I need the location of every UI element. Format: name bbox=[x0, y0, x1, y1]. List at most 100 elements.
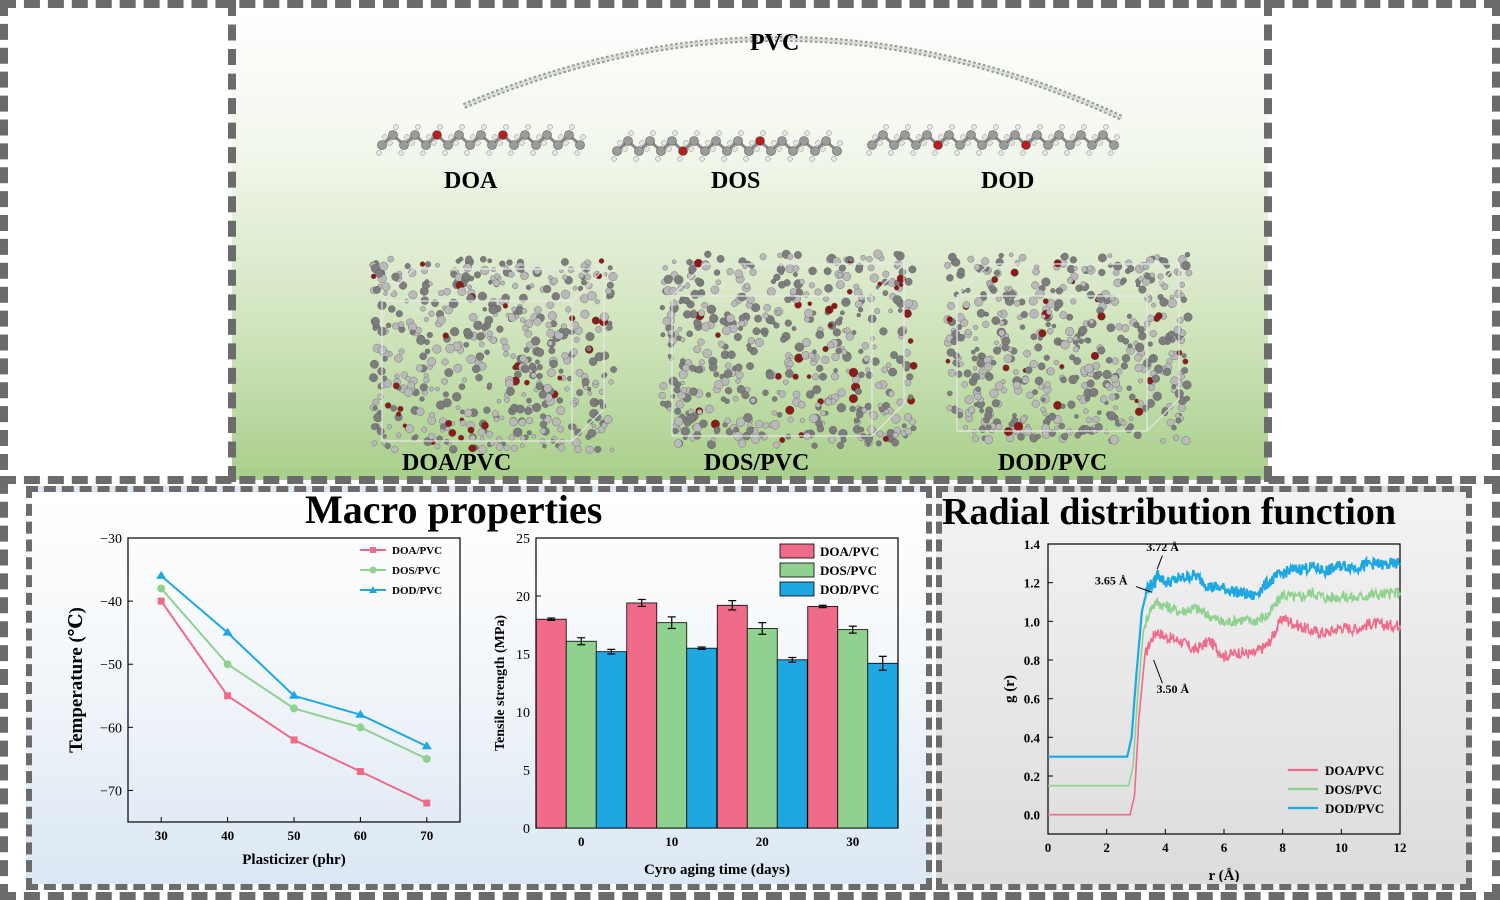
atom bbox=[1097, 410, 1102, 415]
atom bbox=[524, 330, 533, 338]
atom bbox=[1066, 313, 1074, 321]
atom bbox=[787, 416, 794, 423]
oxygen-atom bbox=[498, 130, 508, 140]
atom bbox=[539, 427, 546, 435]
y-tick-label: 0.0 bbox=[1024, 808, 1040, 823]
atom bbox=[490, 275, 496, 281]
atom bbox=[898, 268, 906, 276]
atom bbox=[477, 291, 487, 301]
atom bbox=[1020, 311, 1028, 319]
atom bbox=[678, 299, 684, 305]
atom bbox=[658, 391, 666, 400]
atom bbox=[562, 274, 568, 281]
oxygen-atom bbox=[933, 140, 943, 150]
atom bbox=[825, 398, 833, 406]
atom bbox=[504, 397, 510, 403]
atom bbox=[674, 439, 683, 448]
atom bbox=[831, 372, 839, 381]
atom bbox=[540, 413, 547, 420]
y-tick-label: −30 bbox=[100, 532, 122, 547]
atom bbox=[698, 359, 705, 366]
atom bbox=[577, 285, 584, 292]
oxygen-atom bbox=[991, 276, 999, 283]
carbon-atom bbox=[410, 130, 420, 140]
atom bbox=[704, 250, 712, 258]
section-divider bbox=[0, 476, 1500, 484]
atom bbox=[1149, 330, 1157, 338]
atom bbox=[404, 263, 411, 270]
carbon-atom bbox=[777, 136, 787, 146]
atom bbox=[484, 315, 494, 325]
atom bbox=[789, 288, 797, 296]
atom bbox=[509, 417, 518, 427]
atom bbox=[450, 327, 460, 337]
atom bbox=[419, 383, 428, 392]
molecule-label-dos: DOS bbox=[711, 168, 761, 194]
rdf-line-chart: 0 2 4 6 8 10 12 0.0 0.2 0.4 0.6 0.8 1.0 1.2 1.4 r (Å) g … bbox=[1002, 537, 1407, 882]
carbon-atom bbox=[421, 140, 431, 150]
atom bbox=[841, 297, 851, 307]
atom bbox=[771, 396, 778, 402]
atom bbox=[840, 310, 845, 316]
atom bbox=[547, 311, 557, 321]
carbon-atom bbox=[1065, 140, 1075, 150]
atom bbox=[585, 282, 593, 290]
hydrogen-atom bbox=[530, 150, 536, 156]
atom bbox=[1008, 421, 1015, 428]
rdf-panel bbox=[936, 486, 1472, 890]
atom bbox=[848, 257, 854, 263]
carbon-atom bbox=[700, 146, 710, 156]
atom bbox=[856, 410, 864, 419]
hydrogen-atom bbox=[1064, 150, 1070, 156]
atom bbox=[545, 321, 553, 329]
atom bbox=[1001, 387, 1008, 394]
atom bbox=[778, 269, 785, 275]
atom bbox=[680, 337, 686, 343]
carbon-atom bbox=[988, 130, 998, 140]
atom bbox=[946, 274, 954, 282]
atom bbox=[863, 355, 871, 363]
atom bbox=[530, 372, 537, 379]
carbon-atom bbox=[977, 140, 987, 150]
atom bbox=[762, 331, 768, 338]
atom bbox=[784, 319, 792, 327]
atom bbox=[828, 426, 838, 435]
atom bbox=[809, 413, 819, 423]
hydrogen-atom bbox=[754, 146, 760, 152]
atom bbox=[957, 267, 965, 275]
atom bbox=[792, 272, 798, 277]
atom bbox=[716, 255, 725, 263]
carbon-atom bbox=[1032, 130, 1042, 140]
atom bbox=[594, 299, 600, 305]
carbon-atom bbox=[454, 130, 464, 140]
hydrogen-atom bbox=[877, 140, 883, 146]
atom bbox=[946, 405, 953, 412]
atom bbox=[478, 341, 485, 348]
oxygen-atom bbox=[825, 305, 834, 314]
atom bbox=[688, 265, 697, 274]
y-tick-label: 5 bbox=[523, 764, 530, 779]
atom bbox=[1146, 399, 1155, 408]
atom bbox=[419, 396, 425, 402]
atom bbox=[1078, 325, 1088, 335]
oxygen-atom bbox=[846, 288, 853, 295]
system-label-dod-pvc: DOD/PVC bbox=[998, 450, 1108, 476]
oxygen-atom bbox=[945, 358, 951, 364]
atom bbox=[722, 326, 731, 336]
atom bbox=[536, 364, 543, 371]
atom bbox=[766, 287, 776, 297]
atom bbox=[1116, 368, 1123, 375]
atom bbox=[738, 314, 746, 322]
atom bbox=[1137, 326, 1145, 334]
atom bbox=[749, 268, 757, 276]
atom bbox=[971, 349, 976, 355]
bar-dos-pvc bbox=[656, 622, 688, 829]
atom bbox=[1076, 395, 1082, 400]
atom bbox=[806, 390, 815, 399]
atom bbox=[812, 373, 819, 381]
atom bbox=[1121, 354, 1131, 363]
atom bbox=[778, 281, 786, 289]
data-point bbox=[290, 704, 298, 713]
oxygen-atom bbox=[1010, 268, 1019, 277]
atom bbox=[821, 355, 830, 364]
